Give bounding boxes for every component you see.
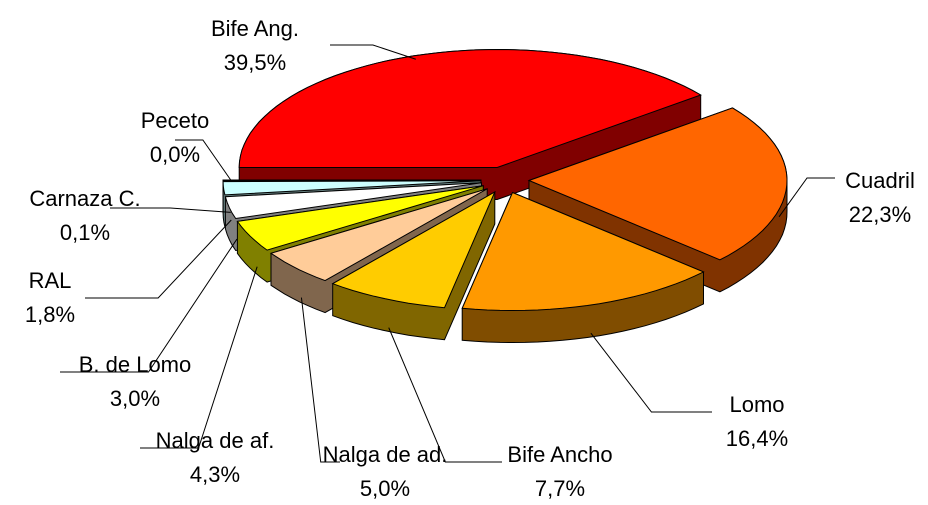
slice-value-label: 0,1% bbox=[60, 220, 110, 245]
slice-label: Carnaza C. bbox=[29, 186, 140, 211]
slice-label: Peceto bbox=[141, 108, 210, 133]
slice-value-label: 16,4% bbox=[726, 426, 788, 451]
leader-line bbox=[85, 219, 232, 299]
slice bbox=[269, 188, 488, 282]
slice-label: Lomo bbox=[729, 392, 784, 417]
slice-value-label: 22,3% bbox=[849, 202, 911, 227]
slice bbox=[461, 191, 705, 312]
slice-label: Bife Ang. bbox=[211, 16, 299, 41]
slice-value-label: 7,7% bbox=[535, 476, 585, 501]
slice-label: Nalga de af. bbox=[156, 428, 275, 453]
leader-line bbox=[330, 44, 416, 60]
slice-label: B. de Lomo bbox=[79, 352, 192, 377]
slice bbox=[527, 107, 788, 261]
slice bbox=[331, 190, 496, 309]
leader-line bbox=[300, 297, 340, 463]
slice-label: Nalga de ad. bbox=[323, 442, 448, 467]
leader-line bbox=[388, 327, 502, 463]
slice-label: Bife Ancho bbox=[507, 442, 612, 467]
slice-value-label: 0,0% bbox=[150, 142, 200, 167]
slice bbox=[236, 185, 484, 251]
slice bbox=[222, 179, 482, 182]
slice bbox=[238, 48, 702, 168]
leader-line bbox=[175, 139, 232, 181]
slice-value-label: 39,5% bbox=[224, 50, 286, 75]
slice-value-label: 4,3% bbox=[190, 462, 240, 487]
slice-label: RAL bbox=[29, 268, 72, 293]
slice-value-label: 3,0% bbox=[110, 386, 160, 411]
leader-line bbox=[778, 177, 835, 218]
leader-line bbox=[60, 238, 238, 373]
leader-line bbox=[590, 332, 712, 413]
slice-value-label: 5,0% bbox=[360, 476, 410, 501]
slice-value-label: 1,8% bbox=[25, 302, 75, 327]
slice bbox=[222, 180, 482, 196]
leader-line bbox=[140, 266, 258, 449]
slice-label: Cuadril bbox=[845, 168, 915, 193]
leader-line bbox=[110, 207, 231, 213]
slice bbox=[224, 182, 482, 220]
